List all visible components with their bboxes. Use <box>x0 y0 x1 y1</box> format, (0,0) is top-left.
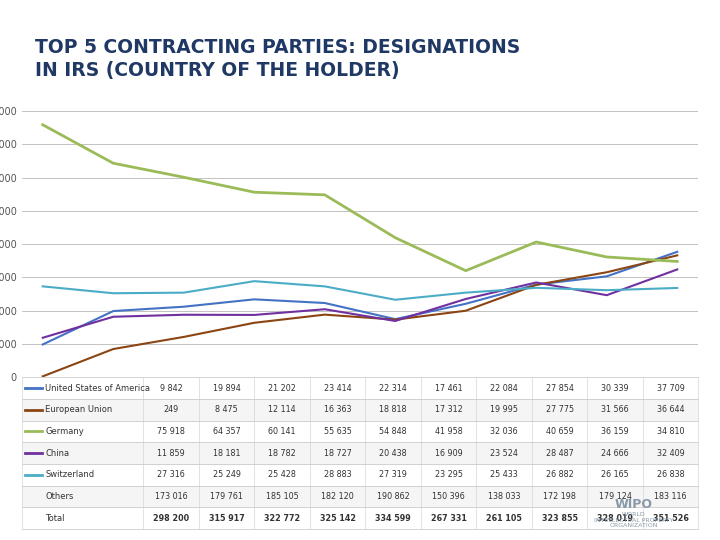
Text: 322 772: 322 772 <box>264 514 300 523</box>
Text: 23 414: 23 414 <box>324 383 351 393</box>
Text: 24 666: 24 666 <box>601 449 629 458</box>
Text: 26 882: 26 882 <box>546 470 574 480</box>
Text: 138 033: 138 033 <box>488 492 521 501</box>
Text: 18 181: 18 181 <box>213 449 240 458</box>
Text: ORGANIZATION: ORGANIZATION <box>609 523 658 529</box>
Text: 325 142: 325 142 <box>320 514 356 523</box>
Text: 36 159: 36 159 <box>601 427 629 436</box>
Text: 9 842: 9 842 <box>160 383 183 393</box>
Text: 179 124: 179 124 <box>599 492 631 501</box>
Text: 19 995: 19 995 <box>490 406 518 414</box>
Text: 64 357: 64 357 <box>213 427 240 436</box>
Text: 20 438: 20 438 <box>379 449 407 458</box>
Text: 37 709: 37 709 <box>657 383 685 393</box>
Text: 323 855: 323 855 <box>541 514 577 523</box>
Text: Total: Total <box>45 514 65 523</box>
Text: 28 883: 28 883 <box>324 470 351 480</box>
Text: 172 198: 172 198 <box>543 492 576 501</box>
FancyBboxPatch shape <box>22 486 698 508</box>
Text: 18 782: 18 782 <box>269 449 296 458</box>
Text: 28 487: 28 487 <box>546 449 574 458</box>
Text: 328 019: 328 019 <box>597 514 633 523</box>
Text: 18 818: 18 818 <box>379 406 407 414</box>
FancyBboxPatch shape <box>22 377 698 399</box>
Text: Germany: Germany <box>45 427 84 436</box>
Text: 173 016: 173 016 <box>155 492 187 501</box>
Text: 183 116: 183 116 <box>654 492 687 501</box>
Text: 19 894: 19 894 <box>213 383 240 393</box>
Text: 27 775: 27 775 <box>546 406 574 414</box>
Text: 23 524: 23 524 <box>490 449 518 458</box>
FancyBboxPatch shape <box>22 442 698 464</box>
Text: 351 526: 351 526 <box>653 514 688 523</box>
Text: 11 859: 11 859 <box>157 449 185 458</box>
FancyBboxPatch shape <box>22 421 698 442</box>
Text: 26 838: 26 838 <box>657 470 685 480</box>
Text: 27 316: 27 316 <box>157 470 185 480</box>
Text: 179 761: 179 761 <box>210 492 243 501</box>
Text: 298 200: 298 200 <box>153 514 189 523</box>
Text: 182 120: 182 120 <box>321 492 354 501</box>
Text: 8 475: 8 475 <box>215 406 238 414</box>
Text: 185 105: 185 105 <box>266 492 299 501</box>
Text: United States of America: United States of America <box>45 383 150 393</box>
Text: INTELLECTUAL PROPERTY: INTELLECTUAL PROPERTY <box>594 517 673 523</box>
Text: Others: Others <box>45 492 73 501</box>
Text: 17 461: 17 461 <box>435 383 462 393</box>
Text: 26 165: 26 165 <box>601 470 629 480</box>
Text: 261 105: 261 105 <box>486 514 522 523</box>
Text: 21 202: 21 202 <box>269 383 296 393</box>
Text: 25 433: 25 433 <box>490 470 518 480</box>
Text: TOP 5 CONTRACTING PARTIES: DESIGNATIONS
IN IRS (COUNTRY OF THE HOLDER): TOP 5 CONTRACTING PARTIES: DESIGNATIONS … <box>35 38 521 80</box>
Text: 32 409: 32 409 <box>657 449 685 458</box>
Text: 267 331: 267 331 <box>431 514 467 523</box>
FancyBboxPatch shape <box>22 464 698 486</box>
Text: 18 727: 18 727 <box>324 449 351 458</box>
Text: WIPO: WIPO <box>615 498 652 511</box>
Text: 150 396: 150 396 <box>432 492 465 501</box>
Text: 25 249: 25 249 <box>212 470 240 480</box>
Text: 315 917: 315 917 <box>209 514 245 523</box>
FancyBboxPatch shape <box>22 508 698 529</box>
Text: Switzerland: Switzerland <box>45 470 94 480</box>
Text: 55 635: 55 635 <box>324 427 351 436</box>
Text: China: China <box>45 449 69 458</box>
Text: 334 599: 334 599 <box>375 514 411 523</box>
Text: 60 141: 60 141 <box>269 427 296 436</box>
Text: 12 114: 12 114 <box>269 406 296 414</box>
Text: 54 848: 54 848 <box>379 427 407 436</box>
Text: 41 958: 41 958 <box>435 427 462 436</box>
Text: 40 659: 40 659 <box>546 427 574 436</box>
Text: 17 312: 17 312 <box>435 406 462 414</box>
Text: 34 810: 34 810 <box>657 427 685 436</box>
Text: WORLD: WORLD <box>622 511 645 517</box>
Text: European Union: European Union <box>45 406 112 414</box>
Text: 75 918: 75 918 <box>157 427 185 436</box>
Text: 31 566: 31 566 <box>601 406 629 414</box>
FancyBboxPatch shape <box>22 399 698 421</box>
Text: 27 854: 27 854 <box>546 383 574 393</box>
Text: 22 314: 22 314 <box>379 383 407 393</box>
Text: 23 295: 23 295 <box>435 470 463 480</box>
Text: 16 363: 16 363 <box>324 406 351 414</box>
Text: 249: 249 <box>163 406 179 414</box>
Text: 36 644: 36 644 <box>657 406 685 414</box>
Text: 32 036: 32 036 <box>490 427 518 436</box>
Text: 16 909: 16 909 <box>435 449 462 458</box>
Text: 30 339: 30 339 <box>601 383 629 393</box>
Text: 25 428: 25 428 <box>269 470 296 480</box>
Text: 190 862: 190 862 <box>377 492 410 501</box>
Text: 22 084: 22 084 <box>490 383 518 393</box>
Text: 27 319: 27 319 <box>379 470 407 480</box>
